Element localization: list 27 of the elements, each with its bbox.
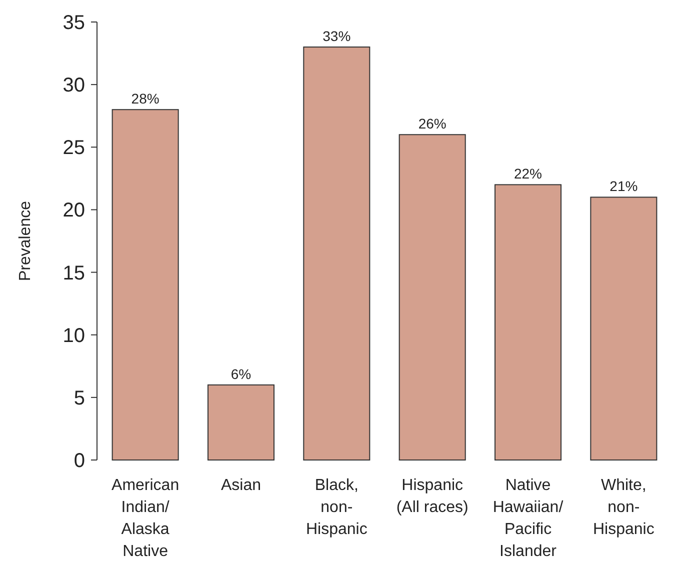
y-tick-label: 20 (62, 200, 85, 222)
x-tick-label: Black, non- Hispanic (306, 477, 368, 538)
data-label: 28% (131, 90, 160, 107)
bar (590, 196, 658, 460)
y-tick-label: 25 (62, 137, 85, 160)
data-label: 21% (610, 178, 638, 194)
bar (398, 134, 466, 460)
data-label: 33% (322, 28, 351, 44)
x-tick-label: Asian (220, 477, 262, 494)
y-tick-label: 35 (62, 12, 85, 34)
y-tick-label: 0 (74, 450, 85, 472)
data-label: 6% (230, 366, 252, 382)
data-label: 22% (514, 166, 542, 182)
bar (494, 184, 562, 460)
bar (112, 109, 179, 460)
y-tick-label: 30 (62, 74, 85, 97)
x-tick-label: White, non- Hispanic (593, 477, 654, 538)
y-axis-title: Prevalence (17, 200, 34, 282)
x-tick-label: Native Hawaiian/ Pacific Islander (492, 477, 564, 560)
bar (207, 384, 274, 460)
bar (303, 46, 370, 460)
x-tick-label: American Indian/ Alaska Native (112, 477, 180, 560)
y-tick-label: 10 (62, 324, 85, 347)
y-tick-label: 5 (74, 387, 85, 410)
x-tick-label: Hispanic (All races) (396, 477, 468, 516)
data-label: 26% (418, 116, 446, 132)
y-tick-label: 15 (62, 262, 85, 284)
